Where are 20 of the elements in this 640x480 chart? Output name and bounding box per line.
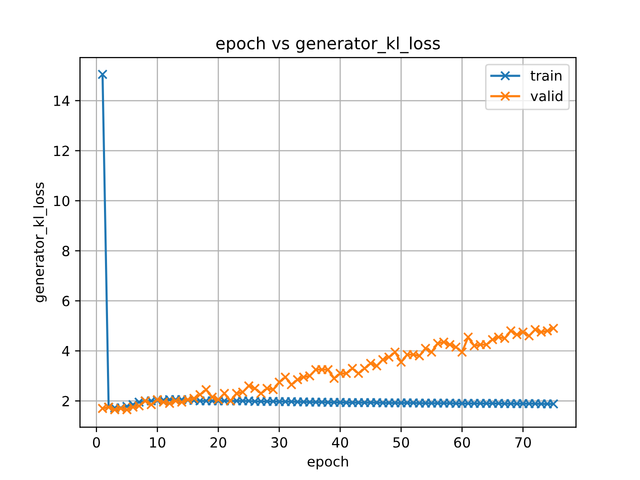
y-tick-label: 6 bbox=[62, 296, 70, 306]
x-tick-label: 20 bbox=[210, 437, 226, 448]
x-tick-label: 0 bbox=[92, 437, 100, 448]
y-tick-label: 12 bbox=[54, 146, 69, 156]
chart-title: epoch vs generator_kl_loss bbox=[216, 36, 440, 54]
legend-label: train bbox=[530, 70, 562, 81]
y-tick-label: 4 bbox=[62, 346, 70, 356]
x-tick-label: 50 bbox=[393, 437, 410, 448]
x-tick-label: 70 bbox=[515, 437, 531, 448]
y-tick-label: 10 bbox=[54, 196, 70, 206]
y-tick-label: 8 bbox=[62, 246, 70, 256]
x-tick-label: 40 bbox=[332, 437, 348, 448]
x-tick-label: 60 bbox=[454, 437, 470, 448]
y-axis-title: generator_kl_loss bbox=[33, 182, 48, 302]
x-axis-title: epoch bbox=[308, 456, 348, 470]
x-tick-label: 10 bbox=[150, 437, 166, 448]
legend-label: valid bbox=[530, 90, 562, 102]
x-tick-label: 30 bbox=[271, 437, 288, 448]
y-tick-label: 2 bbox=[62, 396, 69, 406]
y-tick-label: 14 bbox=[54, 96, 70, 106]
